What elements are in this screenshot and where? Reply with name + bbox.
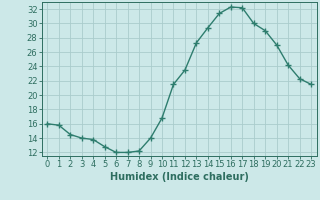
X-axis label: Humidex (Indice chaleur): Humidex (Indice chaleur) xyxy=(110,172,249,182)
